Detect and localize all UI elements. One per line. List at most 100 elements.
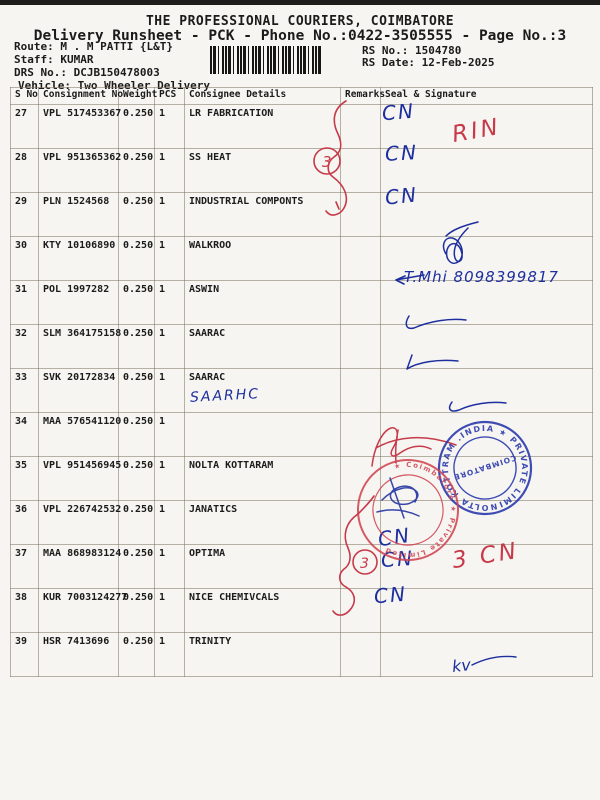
sno-cell: 30 [10,236,39,281]
table-header-row: S No Consignment No Weight PCS Consignee Det… [10,87,593,105]
sno-cell: 37 [10,544,39,589]
consignee-cell: TRINITY [184,632,341,677]
column-header: Consignment No [38,87,123,105]
remarks-cell [340,500,381,545]
runsheet-table: S No Consignment No Weight PCS Consignee Det… [10,87,593,677]
table-body: 27 VPL 517453367 0.250 1 LR FABRICATION … [10,104,593,677]
table-row: 38 KUR 7003124277 0.250 1 NICE CHEMIVCAL… [10,588,593,633]
consignee-cell: NICE CHEMIVCALS [184,588,341,633]
weight-cell: 0.250 [118,280,155,325]
sno-cell: 32 [10,324,39,369]
seal-signature-cell [380,368,593,413]
pcs-cell: 1 [154,632,185,677]
pcs-cell: 1 [154,280,185,325]
weight-cell: 0.250 [118,500,155,545]
sno-cell: 33 [10,368,39,413]
table-row: 35 VPL 951456945 0.250 1 NOLTA KOTTARAM [10,456,593,501]
remarks-cell [340,148,381,193]
seal-signature-cell [380,148,593,193]
pcs-cell: 1 [154,324,185,369]
seal-signature-cell [380,456,593,501]
consignee-cell: SS HEAT [184,148,341,193]
sno-cell: 31 [10,280,39,325]
consignment-cell: HSR 7413696 [38,632,119,677]
table-row: 27 VPL 517453367 0.250 1 LR FABRICATION [10,104,593,149]
consignee-cell: JANATICS [184,500,341,545]
column-header: S No [10,87,39,105]
sno-cell: 28 [10,148,39,193]
pcs-cell: 1 [154,500,185,545]
pcs-cell: 1 [154,236,185,281]
pcs-cell: 1 [154,412,185,457]
consignment-cell: POL 1997282 [38,280,119,325]
table-row: 31 POL 1997282 0.250 1 ASWIN [10,280,593,325]
scan-edge-artifact [0,0,600,5]
consignment-cell: VPL 951456945 [38,456,121,501]
runsheet-subtitle: Delivery Runsheet - PCK - Phone No.:0422… [33,28,567,44]
consignee-cell: NOLTA KOTTARAM [184,456,341,501]
weight-cell: 0.250 [118,148,155,193]
consignee-cell: INDUSTRIAL COMPONTS [184,192,341,237]
remarks-cell [340,412,381,457]
pcs-cell: 1 [154,544,185,589]
consignment-cell: SLM 364175158 [38,324,121,369]
seal-signature-cell [380,236,593,281]
consignment-cell: VPL 517453367 [38,104,121,149]
remarks-cell [340,324,381,369]
table-row: 36 VPL 226742532 0.250 1 JANATICS [10,500,593,545]
sno-cell: 34 [10,412,39,457]
sno-cell: 35 [10,456,39,501]
weight-cell: 0.250 [118,632,155,677]
consignment-cell: MAA 868983124 [38,544,121,589]
pcs-cell: 1 [154,456,185,501]
consignee-cell: SAARAC [184,368,341,413]
drs-no-line: DRS No.: DCJB150478003 [14,66,160,79]
table-row: 34 MAA 576541120 0.250 1 [10,412,593,457]
pcs-cell: 1 [154,104,185,149]
remarks-cell [340,368,381,413]
consignment-cell: KTY 10106890 [38,236,119,281]
table-row: 33 SVK 20172834 0.250 1 SAARAC [10,368,593,413]
remarks-cell [340,280,381,325]
weight-cell: 0.250 [118,412,155,457]
sno-cell: 38 [10,588,39,633]
remarks-cell [340,456,381,501]
remarks-cell [340,632,381,677]
table-row: 30 KTY 10106890 0.250 1 WALKROO [10,236,593,281]
seal-signature-cell [380,588,593,633]
consignee-cell: LR FABRICATION [184,104,341,149]
remarks-cell [340,544,381,589]
table-row: 37 MAA 868983124 0.250 1 OPTIMA [10,544,593,589]
sno-cell: 29 [10,192,39,237]
sno-cell: 36 [10,500,39,545]
consignment-cell: SVK 20172834 [38,368,119,413]
consignee-cell: ASWIN [184,280,341,325]
seal-signature-cell [380,544,593,589]
weight-cell: 0.250 [118,456,155,501]
staff-line: Staff: KUMAR [14,53,94,66]
table-row: 39 HSR 7413696 0.250 1 TRINITY [10,632,593,677]
consignee-cell: OPTIMA [184,544,341,589]
table-row: 32 SLM 364175158 0.250 1 SAARAC [10,324,593,369]
consignee-cell: WALKROO [184,236,341,281]
seal-signature-cell [380,500,593,545]
consignee-cell [184,412,341,457]
seal-signature-cell [380,192,593,237]
remarks-cell [340,104,381,149]
column-header: Consignee Details [184,87,341,105]
remarks-cell [340,588,381,633]
pcs-cell: 1 [154,148,185,193]
table-row: 28 VPL 951365362 0.250 1 SS HEAT [10,148,593,193]
sno-cell: 27 [10,104,39,149]
column-header: Weight [118,87,157,105]
consignment-cell: VPL 951365362 [38,148,121,193]
consignment-cell: PLN 1524568 [38,192,119,237]
weight-cell: 0.250 [118,104,155,149]
consignment-cell: VPL 226742532 [38,500,121,545]
rs-no-line: RS No.: 1504780 [362,44,462,57]
seal-signature-cell [380,280,593,325]
seal-signature-cell [380,632,593,677]
remarks-cell [340,236,381,281]
rs-date-line: RS Date: 12-Feb-2025 [362,56,495,69]
seal-signature-cell [380,104,593,149]
